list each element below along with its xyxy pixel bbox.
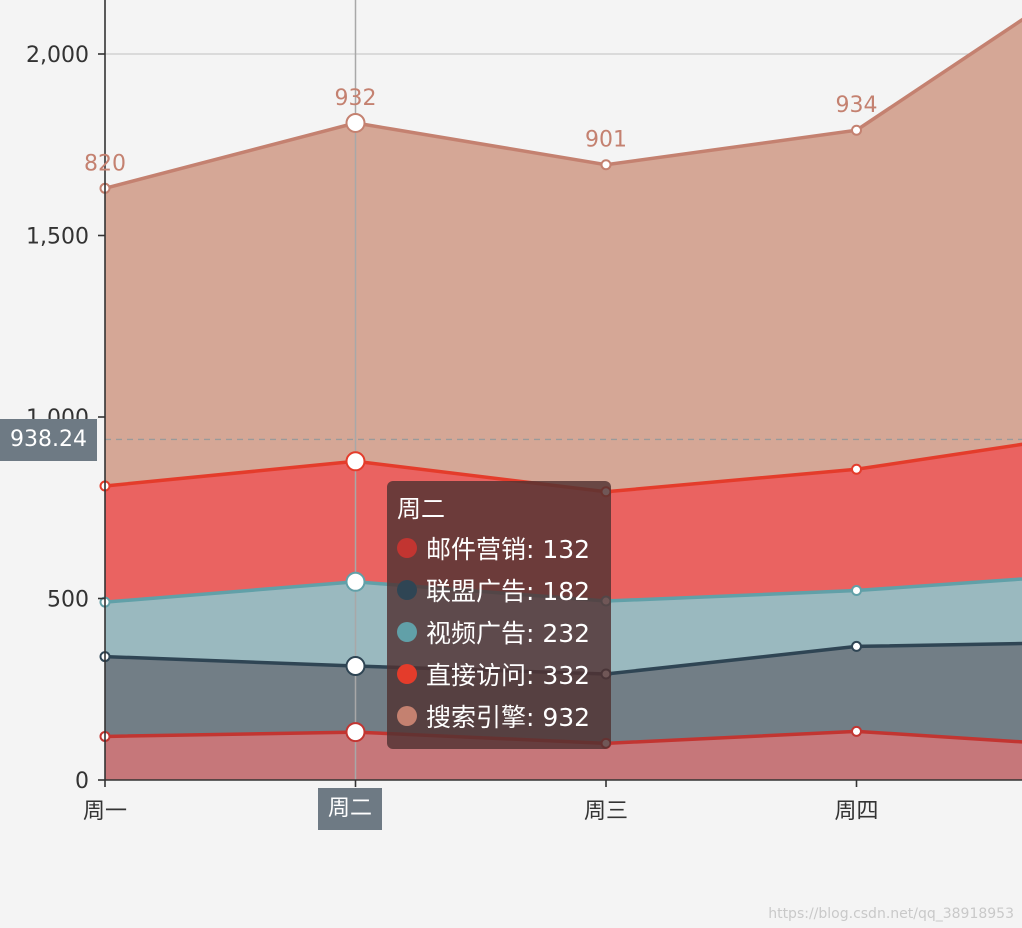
series-point <box>345 451 366 472</box>
data-label: 932 <box>335 86 377 111</box>
series-point <box>600 159 612 171</box>
legend-dot-icon <box>397 706 417 726</box>
series-area <box>105 731 1022 780</box>
x-axis-pointer-label: 周二 <box>318 788 383 830</box>
tooltip: 周二 邮件营销: 132 联盟广告: 182 视频广告: 232 直接访问: 3… <box>387 481 611 749</box>
data-labels: 820 932 901 934 <box>84 86 878 176</box>
x-tick-label: 周一 <box>83 799 127 824</box>
series-point <box>345 112 366 133</box>
series-point <box>851 124 862 136</box>
data-label: 934 <box>836 93 878 118</box>
tooltip-row-text: 邮件营销: 132 <box>426 535 591 564</box>
data-label: 820 <box>84 151 126 176</box>
y-tick-label: 2,000 <box>26 43 89 68</box>
tooltip-row-text: 搜索引擎: 932 <box>426 703 591 732</box>
legend-dot-icon <box>397 622 417 642</box>
data-label: 901 <box>585 128 627 153</box>
series-point <box>851 463 862 475</box>
tooltip-row: 直接访问: 332 <box>397 653 611 695</box>
y-axis-pointer-label: 938.24 <box>0 419 97 461</box>
tooltip-row: 视频广告: 232 <box>397 611 611 653</box>
series-point <box>851 585 862 597</box>
tooltip-row: 邮件营销: 132 <box>397 527 611 569</box>
legend-dot-icon <box>397 580 417 600</box>
x-tick-label: 周四 <box>834 799 878 824</box>
series-area <box>105 19 1022 492</box>
series-point <box>851 725 862 737</box>
y-tick-label: 1,500 <box>26 225 89 250</box>
y-tick-label: 500 <box>47 588 89 613</box>
series-point <box>345 656 366 677</box>
tooltip-title: 周二 <box>397 495 445 523</box>
x-tick-label: 周三 <box>584 799 628 824</box>
watermark: https://blog.csdn.net/qq_38918953 <box>768 906 1014 922</box>
series-areas <box>105 19 1022 780</box>
legend-dot-icon <box>397 538 417 558</box>
tooltip-row-text: 直接访问: 332 <box>426 661 591 690</box>
tooltip-row: 联盟广告: 182 <box>397 569 611 611</box>
series-point <box>851 640 862 652</box>
series-point <box>345 722 366 743</box>
tooltip-row-text: 联盟广告: 182 <box>426 577 591 606</box>
tooltip-row: 搜索引擎: 932 <box>397 695 611 737</box>
tooltip-row-text: 视频广告: 232 <box>426 619 591 648</box>
legend-dot-icon <box>397 664 417 684</box>
y-tick-label: 0 <box>75 769 89 794</box>
series-point <box>345 571 366 592</box>
